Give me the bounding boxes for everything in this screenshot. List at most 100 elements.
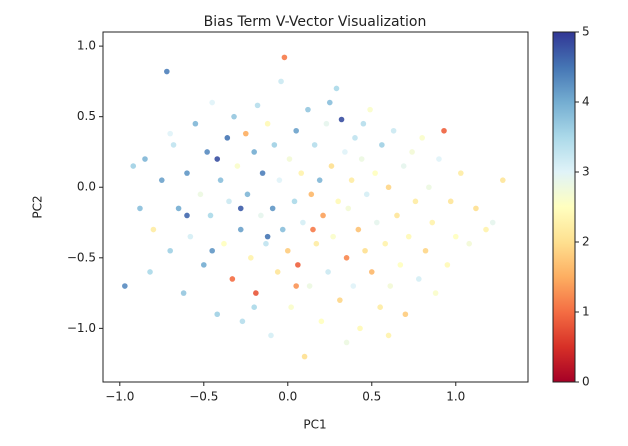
colorbar-tick-label: 5 [582,25,590,39]
point [279,226,286,233]
point [452,233,459,240]
x-tick-label: 0.0 [278,390,297,404]
point [295,262,301,268]
point [237,226,244,233]
point [209,99,215,106]
point [229,276,236,282]
point [217,177,224,183]
point [234,163,241,169]
point [242,130,249,137]
point [358,156,365,162]
point [147,269,153,275]
x-tick-label: −1.0 [105,390,134,404]
point [429,219,436,226]
point [363,191,370,198]
point [187,233,194,240]
y-tick-label: 0.5 [77,109,96,123]
x-tick-label: −0.5 [189,390,218,404]
point [310,226,316,233]
point [368,269,375,275]
point [221,240,227,247]
point [416,276,422,282]
point [258,212,264,219]
point [500,177,506,183]
point [412,198,419,205]
point [385,332,392,339]
point [200,262,207,268]
point [293,127,299,134]
point [170,142,177,148]
point [419,135,425,141]
point [281,54,288,61]
point [167,130,173,137]
colorbar-tick-label: 2 [582,235,590,249]
point [436,156,442,162]
point [306,283,313,289]
point [458,170,464,176]
point [184,170,190,176]
point [308,191,315,198]
plot-frame [102,31,529,383]
colorbar-tick-label: 3 [582,165,590,179]
point [184,212,190,219]
point [253,290,259,296]
point [328,163,335,169]
colorbar-tick-label: 4 [582,95,590,109]
point [441,127,447,134]
point [264,233,271,240]
y-tick-label: 1.0 [77,39,96,53]
point [271,142,278,148]
point [130,163,137,169]
y-tick-label: −0.5 [67,250,96,264]
point [278,78,284,85]
point [204,149,210,155]
point [394,212,400,219]
point [298,170,305,176]
colorbar [552,31,576,383]
point [291,198,298,205]
point [338,116,345,123]
point [426,184,432,191]
point [164,68,170,75]
point [207,212,214,219]
point [142,156,148,162]
point [214,156,221,162]
point [343,255,350,261]
point [397,262,404,268]
point [326,99,333,106]
point [305,106,311,113]
point [489,219,496,226]
x-tick-label: 0.5 [362,390,381,404]
point [122,283,128,289]
point [175,205,182,212]
point [318,318,325,325]
point [382,240,389,247]
point [405,233,412,240]
point [377,304,383,311]
point [237,205,244,212]
point [400,163,407,169]
point [372,170,378,176]
point [248,255,254,261]
colorbar-tick-label: 1 [582,305,590,319]
point [251,149,257,155]
point [301,353,308,360]
point [197,191,204,198]
point [357,325,363,332]
y-tick-label: 0.0 [77,180,96,194]
point [150,226,157,233]
point [137,205,143,212]
point [360,120,367,127]
point [284,247,291,254]
point [158,177,165,183]
point [239,318,246,325]
point [226,198,232,205]
point [316,177,323,183]
point [259,170,266,176]
point [323,120,330,127]
point [251,304,257,311]
y-tick-label: −1.0 [67,321,96,335]
point [473,205,479,212]
point [367,106,373,113]
